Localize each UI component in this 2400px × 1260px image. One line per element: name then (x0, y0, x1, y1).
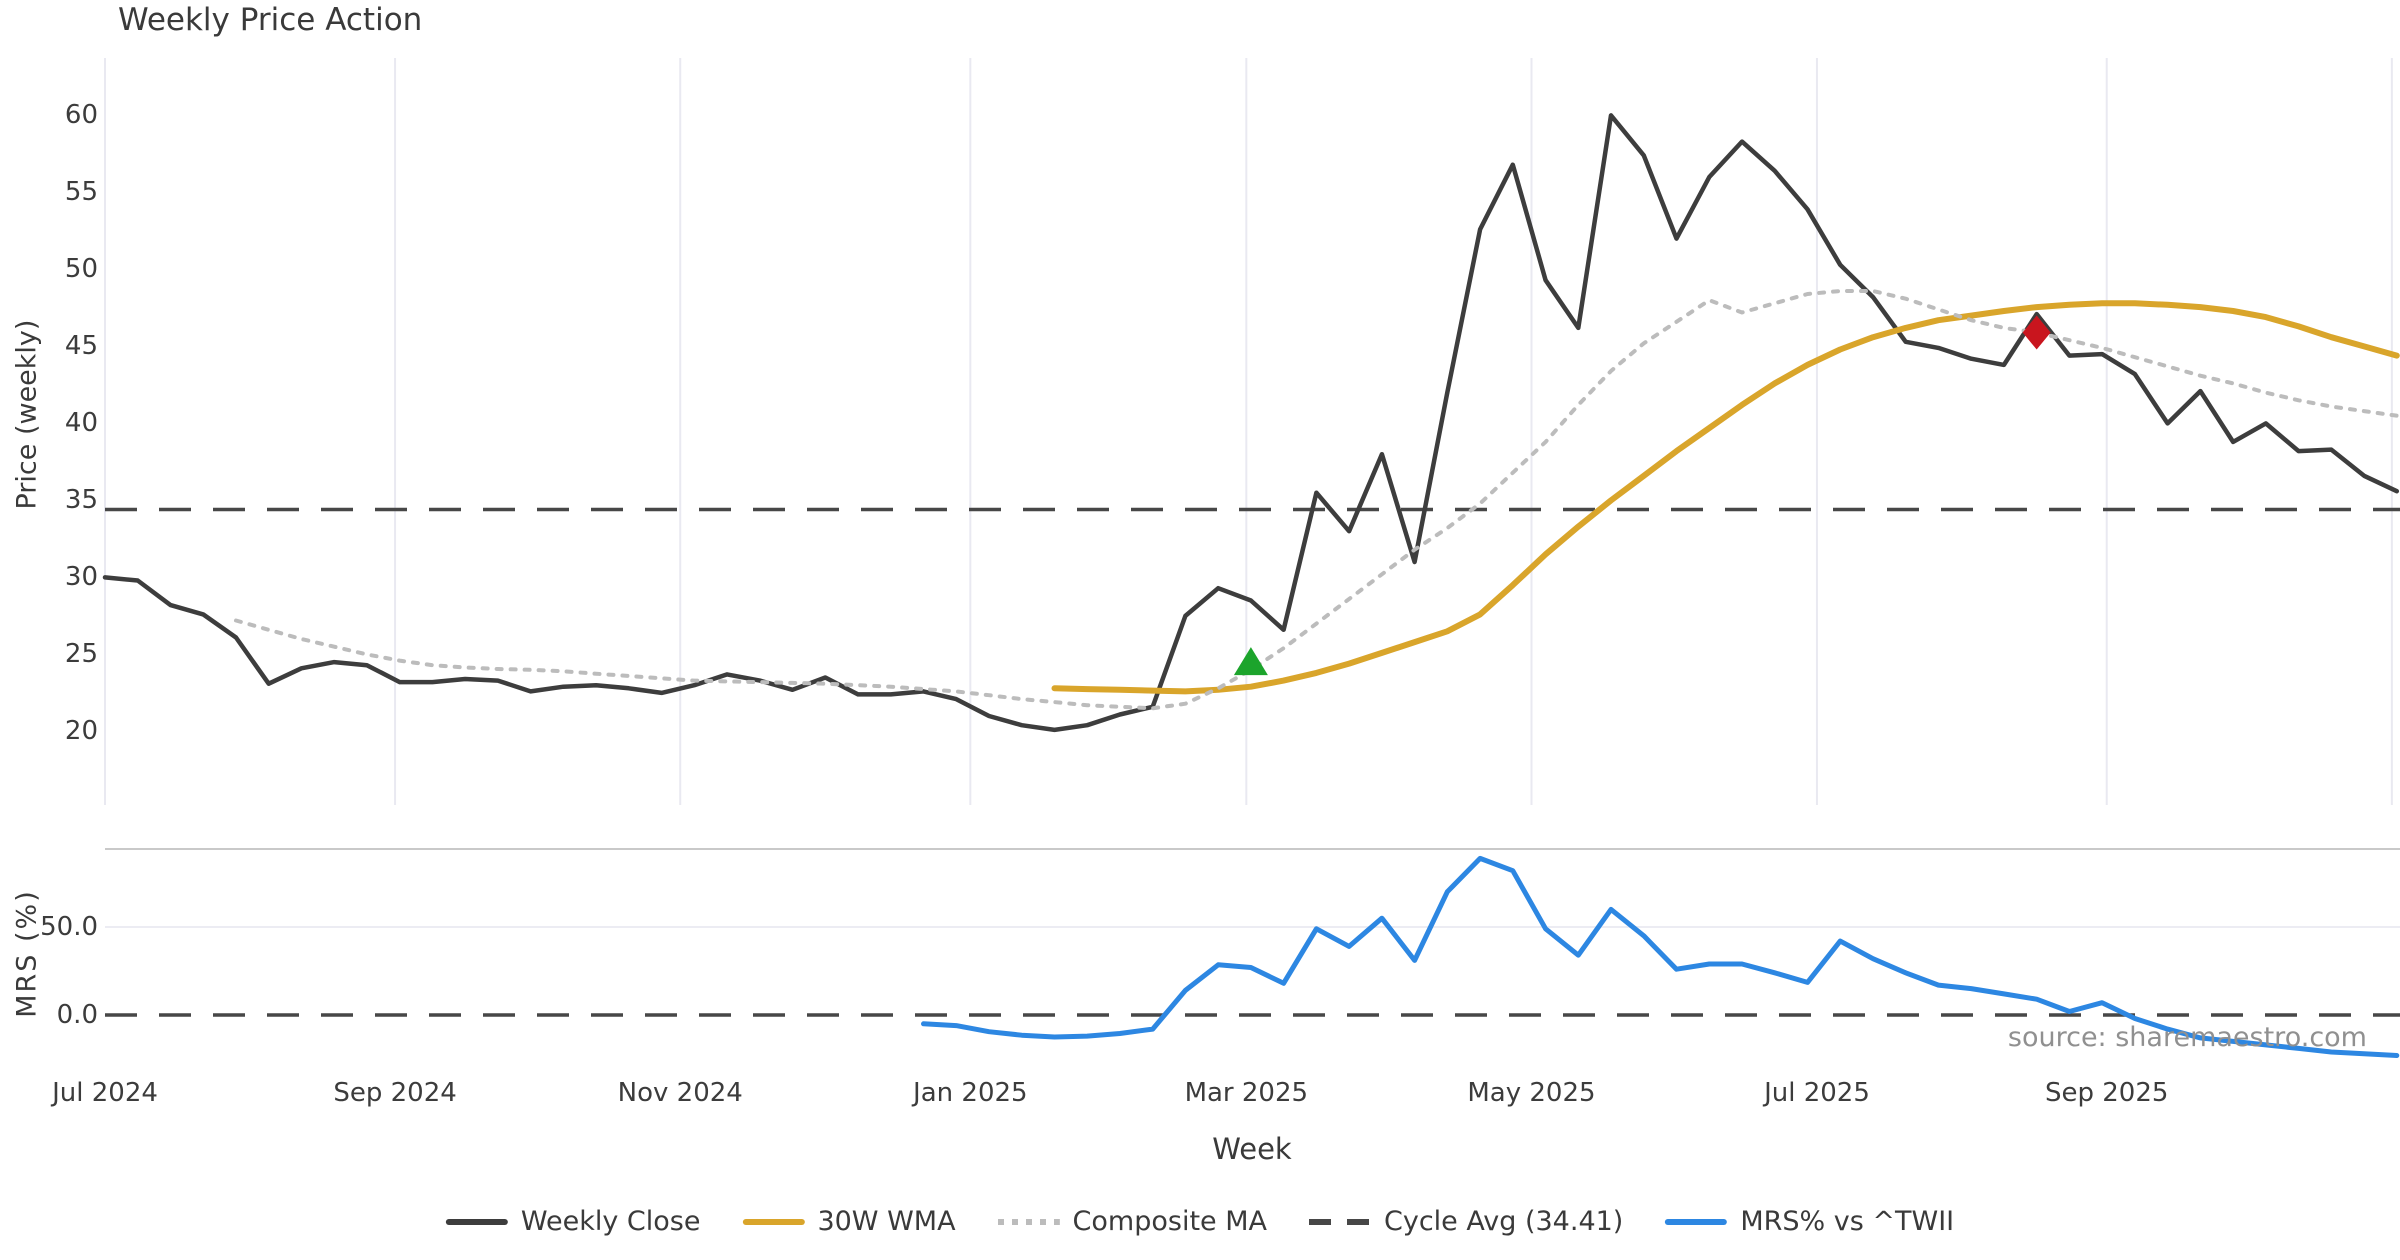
buy-signal-marker-icon (1233, 647, 1268, 676)
cycle-avg-swatch-icon (1309, 1218, 1372, 1225)
series-mrs-vs-twii (921, 855, 2400, 1058)
series-weekly-close (102, 113, 2400, 733)
price-y-tick-label: 55 (64, 177, 98, 208)
chart-title: Weekly Price Action (118, 2, 423, 38)
x-tick-label: Jul 2024 (52, 1078, 158, 1108)
x-tick-label: Sep 2025 (2045, 1078, 2169, 1108)
price-y-tick-label: 30 (64, 562, 98, 593)
x-axis-title: Week (1212, 1132, 1292, 1166)
price-y-tick-label: 45 (64, 331, 98, 362)
sell-signal-marker-icon (2022, 315, 2051, 350)
legend-label: Weekly Close (520, 1206, 701, 1237)
price-y-tick-label: 60 (64, 100, 98, 131)
mrs-y-tick-label: 50.0 (40, 912, 98, 942)
x-tick-label: Sep 2024 (333, 1078, 457, 1108)
wma-swatch-icon (742, 1218, 805, 1225)
legend-item-composite-ma: Composite MA (997, 1206, 1268, 1237)
x-tick-label: Nov 2024 (617, 1078, 743, 1108)
weekly-close-swatch-icon (445, 1218, 508, 1225)
mrs-swatch-icon (1665, 1218, 1728, 1225)
legend-label: 30W WMA (817, 1206, 956, 1237)
legend-label: MRS% vs ^TWII (1740, 1206, 1955, 1237)
price-y-tick-label: 25 (64, 639, 98, 670)
x-tick-label: Jan 2025 (913, 1078, 1028, 1108)
price-y-tick-label: 40 (64, 408, 98, 439)
mrs-y-tick-label: 0.0 (56, 1000, 98, 1030)
legend-item-30w-wma: 30W WMA (742, 1206, 956, 1237)
legend-item-cycle-avg: Cycle Avg (34.41) (1309, 1206, 1623, 1237)
composite-ma-swatch-icon (997, 1218, 1060, 1225)
source-note: source: sharemaestro.com (2007, 1022, 2367, 1053)
price-y-tick-label: 50 (64, 254, 98, 285)
legend-item-mrs: MRS% vs ^TWII (1665, 1206, 1954, 1237)
legend: Weekly Close 30W WMA Composite MA Cycle … (445, 1206, 1954, 1237)
legend-label: Cycle Avg (34.41) (1384, 1206, 1624, 1237)
price-y-tick-label: 20 (64, 716, 98, 747)
x-tick-label: Mar 2025 (1184, 1078, 1309, 1108)
legend-label: Composite MA (1072, 1206, 1268, 1237)
legend-item-weekly-close: Weekly Close (445, 1206, 701, 1237)
series-30w-wma (1051, 300, 2400, 695)
x-tick-label: May 2025 (1467, 1078, 1596, 1108)
price-y-tick-label: 35 (64, 485, 98, 516)
x-tick-label: Jul 2025 (1764, 1078, 1870, 1108)
